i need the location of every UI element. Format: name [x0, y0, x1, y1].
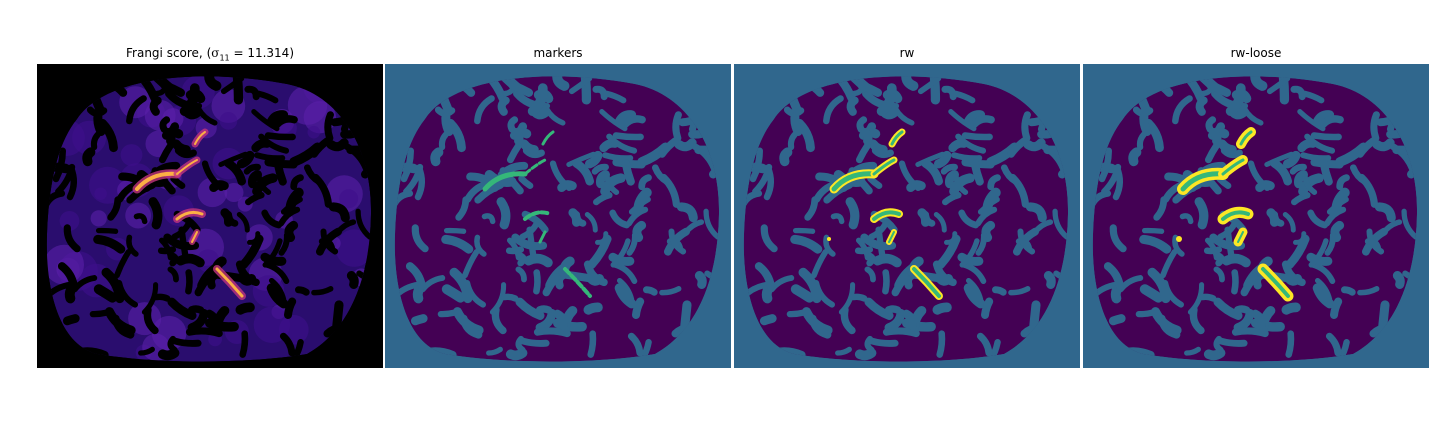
vessel-highlight-core: [175, 210, 204, 221]
marker-core: [890, 130, 904, 146]
marker-core: [872, 158, 896, 176]
marker-core: [872, 210, 901, 221]
tissue-region: [743, 76, 1069, 362]
marker-region: [523, 158, 547, 176]
tissue-region: [1092, 76, 1418, 362]
marker-core: [888, 231, 895, 243]
panel-title-markers: markers: [533, 46, 583, 60]
marker-core: [1237, 231, 1244, 243]
marker-core: [1221, 158, 1245, 176]
segmentation-dot: [1176, 236, 1182, 242]
vessel-highlight-core: [194, 131, 206, 145]
frangi-image: [37, 64, 383, 368]
marker-region: [538, 230, 547, 244]
panel-title-frangi: Frangi score, (σ11 = 11.314): [126, 46, 294, 63]
segmentation-dot: [827, 237, 831, 241]
marker-core: [912, 267, 941, 298]
marker-region: [482, 171, 528, 192]
tissue-region: [394, 76, 720, 362]
marker-core: [831, 171, 877, 192]
marker-region: [541, 130, 555, 146]
panel-title-rw: rw: [899, 46, 915, 60]
rw-image: [734, 64, 1080, 368]
panel-title-rw-loose: rw-loose: [1230, 46, 1282, 60]
vessel-highlight-core: [215, 267, 244, 298]
marker-core: [1239, 130, 1253, 146]
vessel-highlight-core: [135, 171, 179, 191]
vessel-highlight-core: [176, 159, 198, 175]
marker-region: [563, 267, 592, 298]
tissue-region: [46, 76, 372, 362]
rw-loose-image: [1083, 64, 1429, 368]
marker-core: [1221, 210, 1250, 221]
vessel-highlight-core: [191, 231, 198, 243]
markers-image: [385, 64, 731, 368]
marker-region: [523, 210, 552, 221]
marker-core: [1261, 267, 1290, 298]
